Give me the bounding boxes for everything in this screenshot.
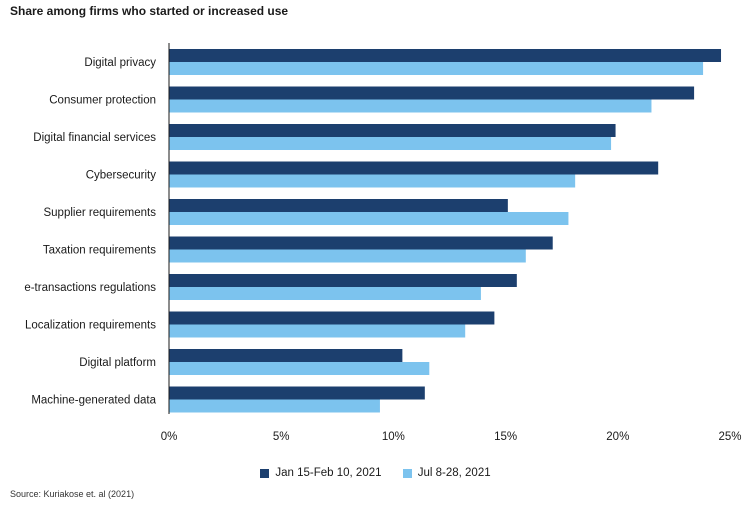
- bar-series-1: [169, 236, 553, 250]
- bar-series-2: [169, 249, 526, 263]
- x-tick-label: 20%: [606, 431, 629, 443]
- legend: Jan 15-Feb 10, 2021 Jul 8-28, 2021: [0, 467, 751, 481]
- bar-series-1: [169, 349, 403, 362]
- legend-item-series-1: Jan 15-Feb 10, 2021: [260, 467, 382, 479]
- bar-series-2: [169, 137, 612, 150]
- x-axis-ticks: 0% 5% 10% 15% 20% 25%: [161, 431, 742, 443]
- x-tick-label: 10%: [382, 431, 405, 443]
- legend-swatch-series-1: [260, 468, 270, 478]
- bar-series-1: [169, 124, 616, 137]
- category-label: Localization requirements: [25, 320, 156, 332]
- category-label: Supplier requirements: [43, 207, 156, 219]
- bar-series-2: [169, 62, 704, 75]
- category-label: Digital privacy: [84, 57, 156, 69]
- x-tick-label: 0%: [161, 431, 178, 443]
- bar-series-1: [169, 161, 659, 175]
- bar-series-2: [169, 362, 430, 375]
- x-tick-label: 5%: [273, 431, 290, 443]
- legend-item-series-2: Jul 8-28, 2021: [402, 467, 491, 479]
- chart-title: Share among firms who started or increas…: [10, 4, 289, 18]
- bar-series-2: [169, 174, 576, 188]
- bars: [169, 49, 722, 413]
- bar-series-1: [169, 86, 695, 100]
- bar-series-2: [169, 287, 481, 300]
- category-label: Machine-generated data: [31, 395, 156, 407]
- bar-series-2: [169, 212, 569, 225]
- legend-swatch-series-2: [402, 468, 412, 478]
- category-label: Digital financial services: [33, 132, 156, 144]
- bar-series-1: [169, 274, 517, 287]
- bar-series-1: [169, 386, 425, 400]
- x-tick-label: 15%: [494, 431, 517, 443]
- category-label: Digital platform: [79, 357, 156, 369]
- bar-series-2: [169, 399, 380, 413]
- bar-series-2: [169, 99, 652, 113]
- bar-series-1: [169, 311, 495, 325]
- category-label: e-transactions regulations: [24, 282, 156, 294]
- legend-label-series-2: Jul 8-28, 2021: [417, 467, 491, 479]
- source-note: Source: Kuriakose et. al (2021): [10, 489, 135, 499]
- category-label: Cybersecurity: [86, 170, 157, 182]
- legend-label-series-1: Jan 15-Feb 10, 2021: [275, 467, 382, 479]
- category-label: Consumer protection: [49, 95, 156, 107]
- bar-series-2: [169, 324, 466, 338]
- x-tick-label: 25%: [718, 431, 741, 443]
- bar-series-1: [169, 199, 508, 212]
- bar-series-1: [169, 49, 722, 62]
- category-labels: Digital privacy Consumer protection Digita…: [24, 57, 156, 407]
- category-label: Taxation requirements: [43, 245, 156, 257]
